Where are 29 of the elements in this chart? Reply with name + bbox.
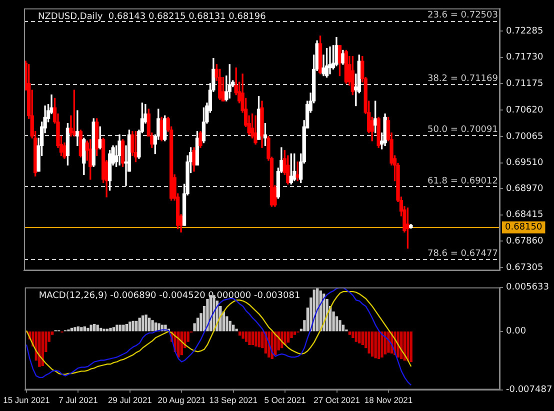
x-tick-label: 27 Oct 2021 <box>314 395 360 406</box>
chart-title: NZDUSD,Daily 0.68143 0.68215 0.68131 0.68196 <box>38 12 266 22</box>
x-tick-label: 7 Jul 2021 <box>58 395 98 406</box>
y-tick-label: 0.70065 <box>506 132 544 142</box>
x-tick-label: 15 Jun 2021 <box>3 395 50 406</box>
chart-title: MACD(12,26,9) -0.006890 -0.004520 0.000000 -0.003081 <box>38 291 300 302</box>
y-tick-label: 0.71730 <box>506 52 544 63</box>
ref-line-label: 78.6 = 0.67477 <box>427 249 498 260</box>
x-tick-label: 18 Nov 2021 <box>364 395 413 406</box>
ref-line-label: 38.2 = 0.71169 <box>427 74 498 84</box>
y-tick-label: 0.00 <box>506 326 526 337</box>
x-tick-label: 29 Jul 2021 <box>108 395 152 406</box>
y-tick-label: 0.71175 <box>506 79 544 90</box>
x-tick-label: 5 Oct 2021 <box>264 395 306 406</box>
y-tick-label: 0.68970 <box>506 184 544 194</box>
y-tick-label: 0.67305 <box>506 262 544 273</box>
y-tick-label: 0.68415 <box>506 210 544 220</box>
x-tick-label: 13 Sep 2021 <box>209 395 258 406</box>
ref-line-label: 61.8 = 0.69012 <box>427 176 498 186</box>
y-tick-label: 0.70620 <box>506 105 544 116</box>
y-tick-label: 0.72285 <box>506 26 544 36</box>
y-tick-label: -0.007487 <box>506 385 552 396</box>
ref-line-label: 0.68150 <box>505 222 542 233</box>
y-tick-label: 0.69510 <box>506 158 544 168</box>
ref-line-label: 23.6 = 0.72503 <box>427 10 498 20</box>
y-tick-label: 0.67860 <box>506 236 544 246</box>
ref-line-label: 50.0 = 0.70091 <box>427 125 498 136</box>
y-tick-label: 0.005633 <box>506 282 549 293</box>
x-tick-label: 20 Aug 2021 <box>158 395 206 406</box>
